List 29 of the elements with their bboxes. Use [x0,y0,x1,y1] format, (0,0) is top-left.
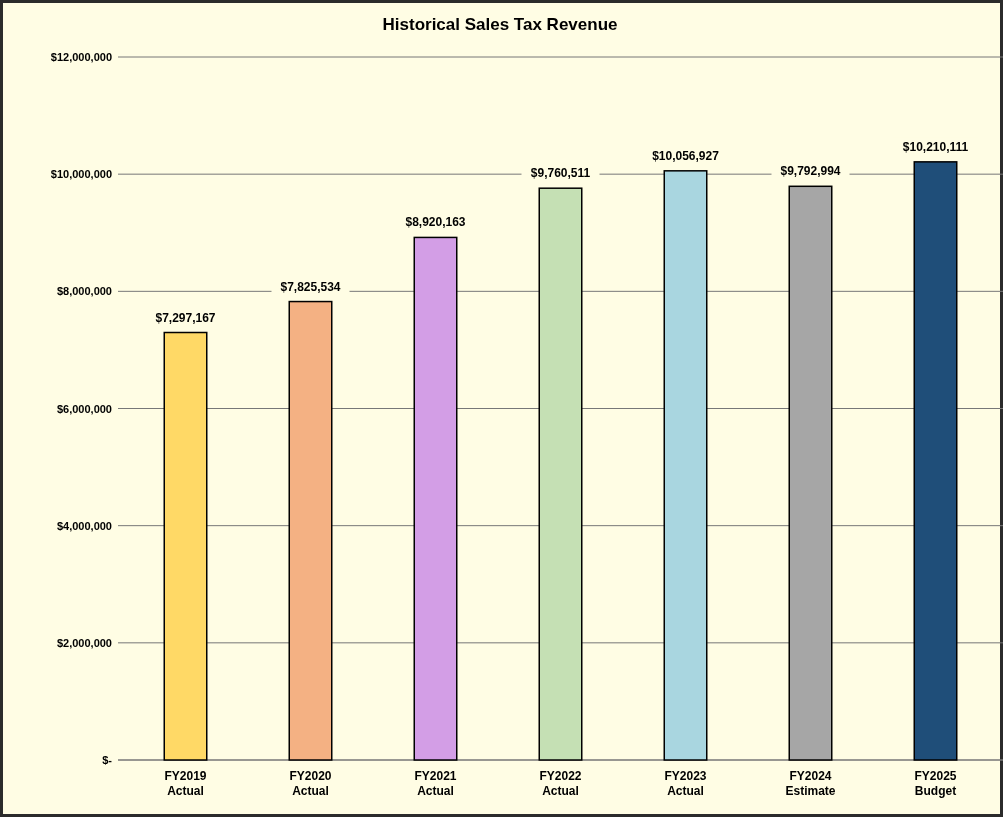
bar [163,331,208,761]
y-tick-label: $2,000,000 [56,636,112,649]
data-label: $9,792,994 [780,164,841,179]
x-tick-label: FY2021 Actual [414,769,457,798]
x-tick-label: FY2023 Actual [664,769,707,798]
y-tick-label: $12,000,000 [50,51,112,63]
y-tick-label: $8,000,000 [56,285,112,298]
data-label: $8,920,163 [405,215,466,230]
y-tick-label: $4,000,000 [56,519,112,532]
bar [538,187,583,761]
data-label: $9,760,511 [530,166,591,181]
bar [913,161,958,761]
bar [788,185,833,761]
bar [663,170,708,761]
y-tick-label: $- [102,754,113,766]
x-tick-label: FY2019 Actual [164,769,207,798]
data-label: $10,056,927 [652,148,720,163]
data-label: $10,210,111 [902,139,969,154]
data-label: $7,825,534 [280,279,341,294]
x-tick-label: FY2022 Actual [539,769,582,798]
bar [288,300,333,761]
y-tick-label: $6,000,000 [56,402,112,415]
x-tick-label: FY2024 Estimate [785,769,836,798]
bar [413,236,458,761]
data-label: $7,297,167 [155,310,216,325]
x-tick-label: FY2020 Actual [289,769,332,798]
chart-title: Historical Sales Tax Revenue [382,15,618,34]
x-tick-label: FY2025 Budget [914,769,957,798]
y-tick-label: $10,000,000 [50,168,112,181]
